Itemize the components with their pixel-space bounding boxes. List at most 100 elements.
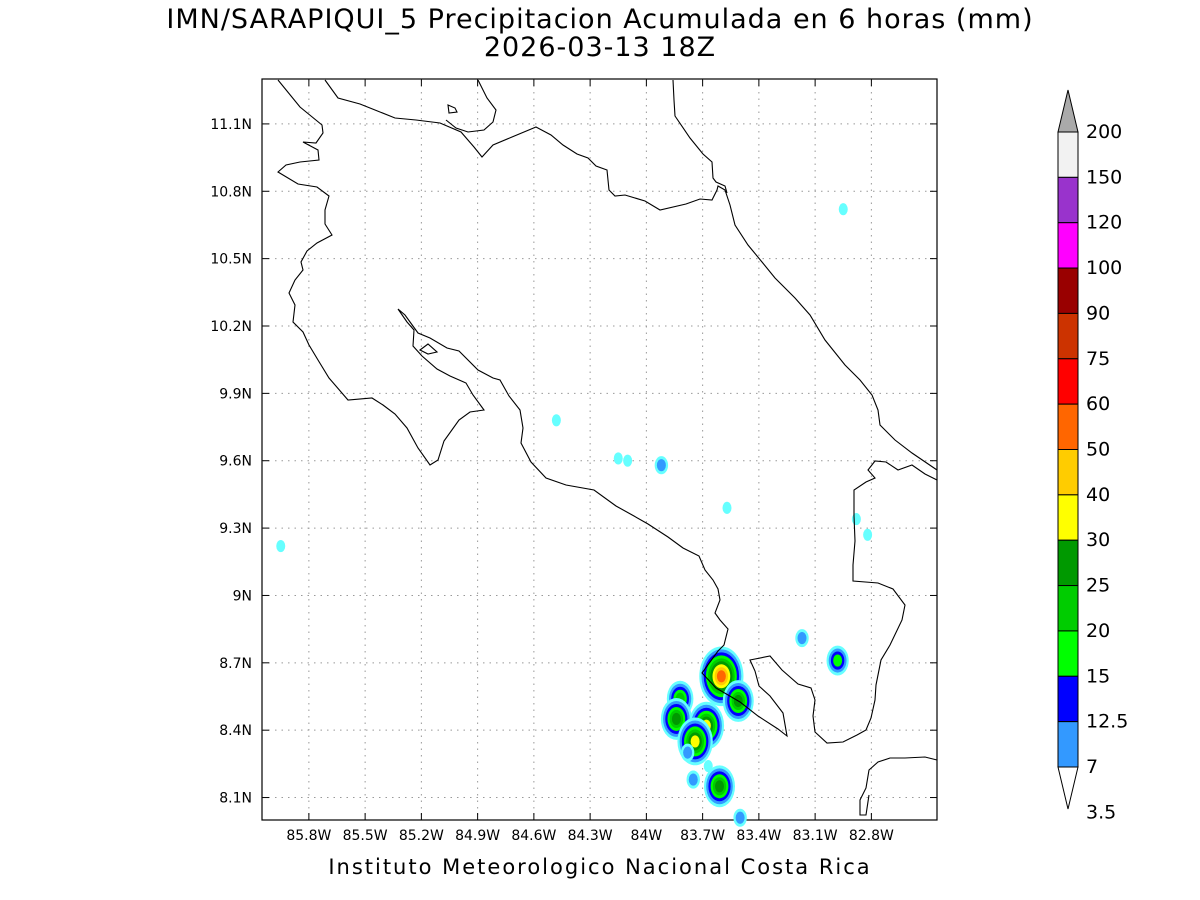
precip-cell — [733, 808, 747, 827]
colorbar-min-triangle — [1057, 766, 1079, 810]
precip-cell — [795, 629, 809, 648]
lat-tick-label: 8.1N — [219, 791, 252, 807]
lat-tick-label: 9.6N — [219, 454, 252, 470]
precip-contour-level-0 — [722, 501, 732, 514]
lon-tick-label: 85.8W — [286, 828, 331, 844]
colorbar-swatch — [1057, 539, 1079, 587]
precip-contour-level-6 — [690, 735, 700, 748]
precip-cell — [613, 452, 623, 465]
colorbar-level-label: 40 — [1086, 484, 1110, 506]
precipitation-contours — [276, 203, 873, 827]
colorbar-swatch — [1057, 131, 1079, 178]
precip-contour-level-1 — [797, 632, 807, 645]
precip-contour-level-0 — [863, 528, 873, 541]
lon-tick-label: 84W — [631, 828, 663, 844]
island-feature — [447, 104, 458, 114]
colorbar-max-triangle — [1057, 89, 1079, 133]
colorbar-swatch — [1057, 267, 1079, 314]
colorbar-swatch — [1057, 585, 1079, 632]
lat-tick-label: 10.5N — [210, 252, 252, 268]
colorbar-swatch — [1057, 449, 1079, 496]
precip-contour-level-0 — [838, 203, 848, 216]
costa-rica-coastline — [277, 79, 938, 744]
colorbar-level-label: 120 — [1086, 212, 1122, 234]
precip-contour-level-0 — [623, 454, 633, 467]
map-title: IMN/SARAPIQUI_5 Precipitacion Acumulada … — [166, 4, 1034, 35]
colorbar-level-label: 20 — [1086, 620, 1110, 642]
colorbar-labels: 3.5 7 12.5 15 20 25 30 40 50 60 75 90 100 120 150 200 — [1086, 121, 1128, 823]
precip-cell — [863, 528, 873, 541]
colorbar-level-label: 7 — [1086, 756, 1098, 778]
colorbar-swatch — [1057, 675, 1079, 723]
lon-tick-label: 83.7W — [680, 828, 725, 844]
colorbar-level-label: 60 — [1086, 393, 1110, 415]
lat-tick-label: 10.2N — [210, 319, 252, 335]
colorbar-level-label: 3.5 — [1086, 801, 1116, 823]
lon-tick-label: 83.4W — [736, 828, 781, 844]
lon-tick-label: 85.5W — [343, 828, 388, 844]
precip-cell — [276, 539, 286, 553]
colorbar-level-label: 100 — [1086, 257, 1122, 279]
institution-footer: Instituto Meteorologico Nacional Costa R… — [328, 855, 872, 879]
coastlines — [277, 79, 938, 816]
lon-tick-label: 82.8W — [849, 828, 894, 844]
nicaragua-border — [324, 79, 938, 471]
lat-tick-label: 9N — [233, 588, 252, 604]
precip-cell — [680, 743, 695, 762]
colorbar-level-label: 90 — [1086, 302, 1110, 324]
colorbar-swatch — [1057, 630, 1079, 677]
colorbar-swatches — [1057, 89, 1079, 810]
precip-contour-level-1 — [735, 811, 745, 824]
precip-contour-level-3 — [833, 654, 843, 667]
precip-cell — [722, 501, 732, 514]
colorbar-swatch — [1057, 312, 1079, 360]
colorbar-level-label: 15 — [1086, 665, 1110, 687]
colorbar-swatch — [1057, 721, 1079, 768]
colorbar-level-label: 12.5 — [1086, 711, 1128, 733]
lat-tick-label: 10.8N — [210, 184, 252, 200]
map-grid — [262, 79, 937, 820]
precip-contour-level-0 — [703, 760, 713, 773]
precip-cell — [551, 414, 561, 427]
precip-contour-level-1 — [656, 459, 666, 472]
lon-tick-label: 84.3W — [568, 828, 613, 844]
san-juan-river — [445, 79, 497, 133]
precip-cell — [623, 454, 633, 467]
colorbar-level-label: 150 — [1086, 166, 1122, 188]
colorbar-level-label: 25 — [1086, 575, 1110, 597]
precip-contour-level-0 — [276, 539, 286, 553]
lat-tick-label: 9.9N — [219, 386, 252, 402]
colorbar-level-label: 50 — [1086, 439, 1110, 461]
colorbar-level-label: 200 — [1086, 121, 1122, 143]
lon-tick-label: 84.9W — [455, 828, 500, 844]
map-axes: 85.8W 85.5W 85.2W 84.9W 84.6W 84.3W 84W 83.7W 83… — [210, 79, 937, 844]
precip-cell — [704, 765, 735, 808]
lon-tick-label: 85.2W — [399, 828, 444, 844]
colorbar-swatch — [1057, 403, 1079, 450]
lon-tick-label: 83.1W — [793, 828, 838, 844]
precip-cell — [838, 203, 848, 216]
colorbar-level-label: 75 — [1086, 348, 1110, 370]
precip-contour-level-0 — [551, 414, 561, 427]
lat-tick-label: 9.3N — [219, 521, 252, 537]
map-valid-time: 2026-03-13 18Z — [483, 32, 717, 63]
precip-cell — [654, 456, 669, 475]
map-frame — [261, 78, 938, 821]
precip-contour-level-5 — [715, 780, 724, 793]
precip-contour-level-0 — [613, 452, 623, 465]
precip-contour-level-1 — [683, 746, 693, 759]
colorbar-swatch — [1057, 358, 1079, 405]
precip-contour-level-1 — [688, 773, 698, 786]
colorbar-level-label: 30 — [1086, 529, 1110, 551]
precip-cell — [703, 760, 713, 773]
lat-tick-label: 8.4N — [219, 723, 252, 739]
panama-border — [859, 756, 938, 816]
precip-cell — [826, 645, 849, 676]
caribbean-coast-north — [672, 79, 728, 194]
lat-tick-label: 11.1N — [210, 117, 252, 133]
chira-island — [418, 343, 439, 355]
colorbar-swatch — [1057, 494, 1079, 541]
precip-cell — [686, 770, 700, 789]
